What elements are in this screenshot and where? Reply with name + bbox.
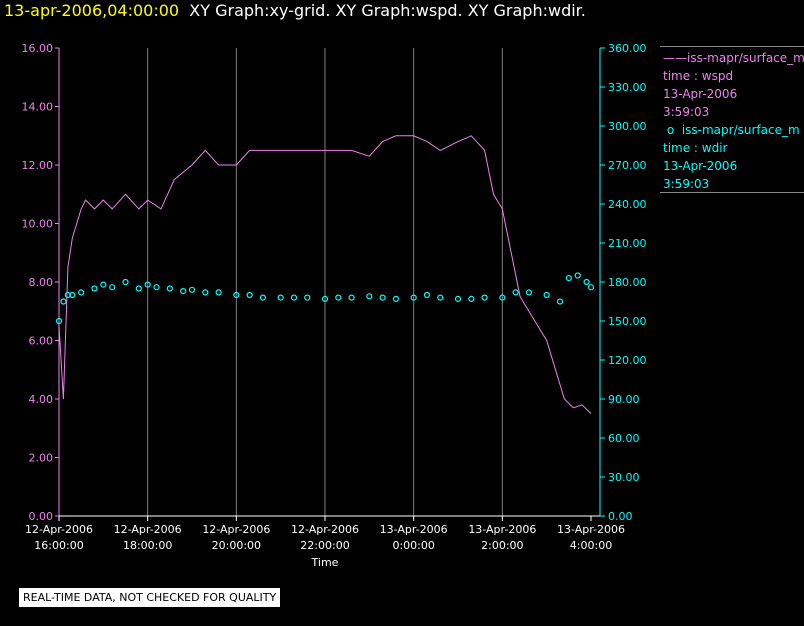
legend-wspd: ——iss-mapr/surface_m time : wspd 13-Apr-… [663,49,804,121]
series-wdir-point [379,294,386,301]
x-tick-label-date: 12-Apr-2006 [291,523,359,536]
series-wdir-point [135,285,142,292]
series-wdir-point [290,294,298,301]
x-tick-label-time: 22:00:00 [300,539,349,552]
x-tick-label-time: 0:00:00 [392,539,434,552]
series-wdir-point [512,289,519,296]
series-wdir-point [499,294,506,301]
x-tick-label-time: 16:00:00 [34,539,83,552]
y-right-tick-label: 300.00 [608,120,647,133]
y-left-tick-label: 6.00 [29,335,54,348]
y-left-tick-label: 4.00 [29,393,54,406]
x-tick-label-date: 12-Apr-2006 [25,523,93,536]
x-tick-label-date: 12-Apr-2006 [202,523,270,536]
series-wdir-point [153,284,160,291]
x-tick-label-date: 13-Apr-2006 [380,523,448,536]
legend-wspd-var: time : wspd [663,69,734,83]
y-right-tick-label: 360.00 [608,42,647,55]
series-wdir-point [574,272,581,279]
series-wdir-point [60,298,67,305]
series-wdir-point [109,284,116,291]
y-right-tick-label: 180.00 [608,276,647,289]
x-tick-label-time: 2:00:00 [481,539,523,552]
legend-wdir-time: 3:59:03 [663,177,710,191]
series-wdir-point [100,281,107,288]
legend-wspd-source: ——iss-mapr/surface_m [663,51,804,65]
series-wdir-point [180,288,187,295]
y-left-tick-label: 16.00 [22,42,54,55]
series-wdir-point [304,294,311,301]
legend-wdir-source: o iss-mapr/surface_m [666,123,800,137]
quality-disclaimer: REAL-TIME DATA, NOT CHECKED FOR QUALITY [19,588,281,607]
series-wdir-point [583,278,590,286]
series-wdir-point [410,294,417,301]
series-wdir-point [78,289,85,296]
y-left-tick-label: 2.00 [29,452,54,465]
x-axis-label: Time [311,556,339,569]
x-tick-label-time: 20:00:00 [212,539,261,552]
legend-wdir: o iss-mapr/surface_m time : wdir 13-Apr-… [663,121,804,193]
series-wdir-point [565,275,572,282]
series-wdir-point [454,295,462,302]
series-wdir-point [188,286,196,293]
series-wdir-point [423,291,431,299]
series-wdir-point [392,295,400,302]
y-right-tick-label: 270.00 [608,159,647,172]
x-tick-label-time: 18:00:00 [123,539,172,552]
y-right-tick-label: 330.00 [608,81,647,94]
legend-separator-bottom [660,192,804,193]
series-wdir-point [556,298,564,305]
series-wdir-point [587,284,595,291]
y-right-tick-label: 240.00 [608,198,647,211]
y-left-tick-label: 8.00 [29,276,54,289]
y-right-tick-label: 120.00 [608,354,647,367]
series-wdir-point [525,289,533,296]
series-wdir-point [69,291,76,299]
y-left-tick-label: 12.00 [22,159,54,172]
series-wdir-point [437,294,444,301]
series-wdir-point [233,291,240,299]
series-wdir-point [481,294,488,301]
series-wdir-point [543,291,550,299]
series-wdir-point [144,281,151,288]
series-wdir-point [202,289,209,296]
series-wdir-point [468,295,475,302]
legend-wdir-var: time : wdir [663,141,728,155]
x-tick-label-date: 13-Apr-2006 [557,523,625,536]
series-wdir-point [321,295,329,302]
series-wspd-line [58,135,592,414]
x-tick-label-date: 12-Apr-2006 [114,523,182,536]
series-wdir-point [277,294,284,301]
header: 13-apr-2006,04:00:00 XY Graph:xy-grid. X… [4,1,586,20]
series-wdir-point [91,285,98,292]
y-right-tick-label: 90.00 [608,393,640,406]
x-tick-label-time: 4:00:00 [570,539,612,552]
header-timestamp: 13-apr-2006,04:00:00 [4,1,180,20]
y-right-tick-label: 0.00 [608,510,633,523]
header-titles: XY Graph:xy-grid. XY Graph:wspd. XY Grap… [189,1,586,20]
series-wdir-point [348,294,355,301]
series-wdir-point [335,294,342,301]
series-wdir-point [366,293,373,300]
y-right-tick-label: 60.00 [608,432,640,445]
series-wdir-point [55,317,63,325]
y-right-tick-label: 210.00 [608,237,647,250]
series-wdir-point [166,285,173,292]
y-left-tick-label: 0.00 [29,510,54,523]
y-right-tick-label: 30.00 [608,471,640,484]
y-right-tick-label: 150.00 [608,315,647,328]
series-wdir-point [122,278,129,286]
series-wdir-point [259,294,267,301]
legend-wdir-date: 13-Apr-2006 [663,159,738,173]
series-wdir-point [215,289,222,296]
x-tick-label-date: 13-Apr-2006 [468,523,536,536]
y-left-tick-label: 14.00 [22,101,54,114]
legend-wspd-date: 13-Apr-2006 [663,87,738,101]
y-left-tick-label: 10.00 [22,218,54,231]
legend-separator [660,46,804,47]
legend-wspd-time: 3:59:03 [663,105,710,119]
series-wdir-point [246,291,253,299]
